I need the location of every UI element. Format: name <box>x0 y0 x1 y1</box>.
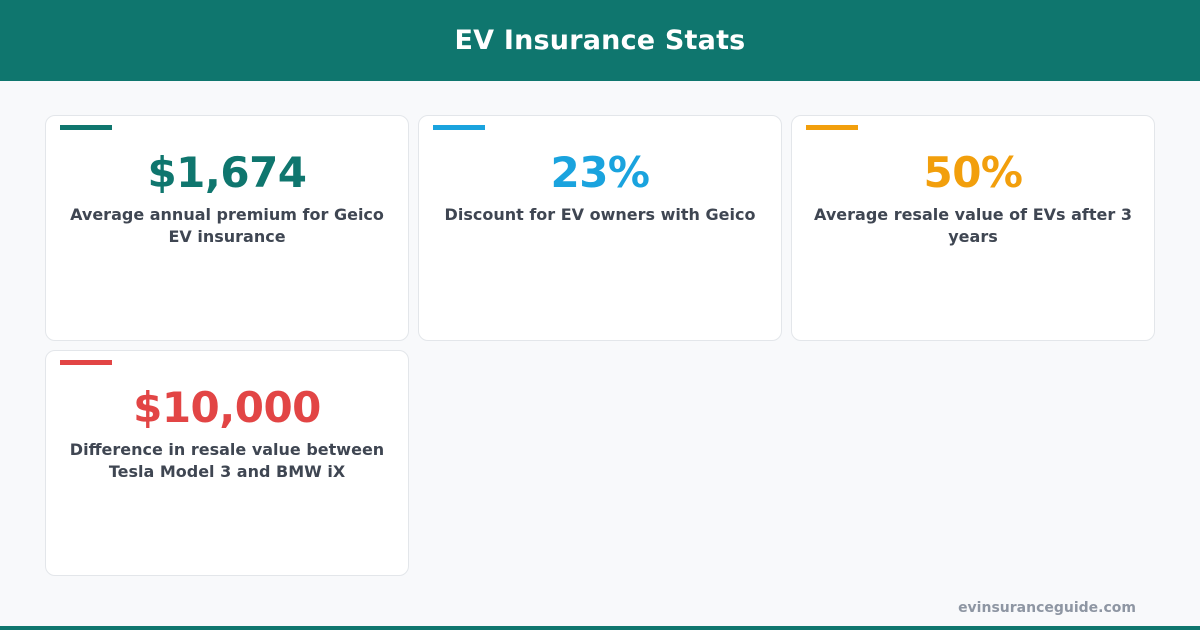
stat-card-resale-value: 50% Average resale value of EVs after 3 … <box>791 115 1155 341</box>
stat-description: Discount for EV owners with Geico <box>444 205 756 224</box>
card-accent-bar <box>60 125 112 130</box>
stat-value: 23% <box>550 148 650 197</box>
footer-site-url: evinsuranceguide.com <box>958 600 1136 616</box>
stat-description: Difference in resale value between Tesla… <box>69 440 385 481</box>
footer-bar <box>0 626 1200 630</box>
page-title: EV Insurance Stats <box>454 25 746 56</box>
stat-description: Average resale value of EVs after 3 year… <box>814 205 1132 246</box>
stat-card-discount: 23% Discount for EV owners with Geico <box>418 115 782 341</box>
card-accent-bar <box>433 125 485 130</box>
stat-value: $1,674 <box>147 148 307 197</box>
stat-card-annual-premium: $1,674 Average annual premium for Geico … <box>45 115 409 341</box>
card-accent-bar <box>806 125 858 130</box>
stat-value: $10,000 <box>133 383 321 432</box>
card-accent-bar <box>60 360 112 365</box>
stat-description: Average annual premium for Geico EV insu… <box>70 205 384 246</box>
stat-card-resale-difference: $10,000 Difference in resale value betwe… <box>45 350 409 576</box>
header-bar: EV Insurance Stats <box>0 0 1200 81</box>
stat-value: 50% <box>923 148 1023 197</box>
